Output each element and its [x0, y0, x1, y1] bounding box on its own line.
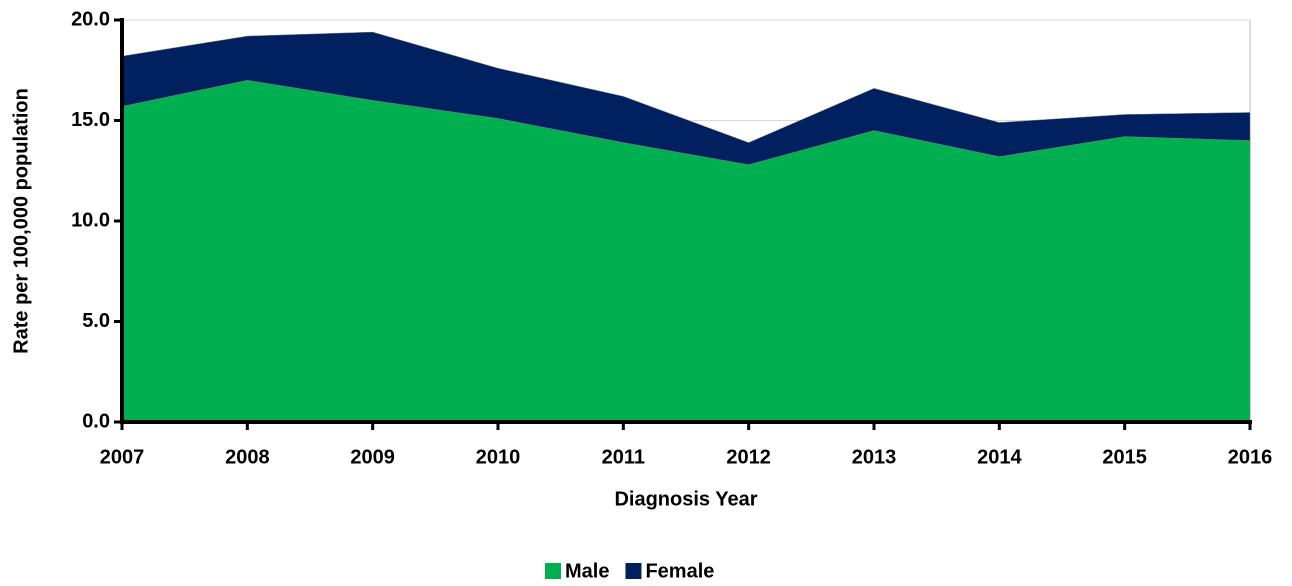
- x-tick-label: 2014: [977, 446, 1022, 468]
- legend-label: Male: [565, 560, 609, 582]
- y-axis-title: Rate per 100,000 population: [10, 88, 32, 354]
- y-tick-label: 20.0: [71, 8, 110, 30]
- legend-swatch: [545, 563, 561, 579]
- y-tick-label: 10.0: [71, 209, 110, 231]
- area: [121, 31, 1251, 165]
- x-tick-label: 2016: [1228, 446, 1273, 468]
- x-tick-label: 2015: [1102, 446, 1147, 468]
- x-tick-label: 2007: [100, 446, 145, 468]
- y-tick-label: 5.0: [82, 310, 110, 332]
- x-tick-label: 2010: [476, 446, 521, 468]
- legend-label: Female: [645, 560, 714, 582]
- x-axis-title: Diagnosis Year: [614, 488, 757, 510]
- x-tick-label: 2008: [225, 446, 270, 468]
- x-tick-label: 2011: [602, 446, 645, 468]
- x-tick-label: 2013: [852, 446, 897, 468]
- legend-swatch: [625, 563, 642, 579]
- y-tick-label: 0.0: [82, 410, 110, 432]
- x-tick-label: 2009: [350, 446, 395, 468]
- y-tick-label: 15.0: [71, 109, 110, 131]
- x-tick-label: 2012: [726, 446, 771, 468]
